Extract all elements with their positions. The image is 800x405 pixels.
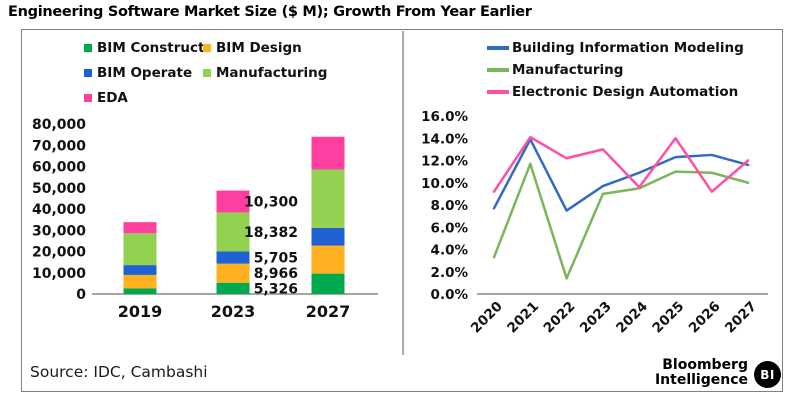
bar-segment-bim-operate [216, 251, 250, 264]
legend-label: Manufacturing [216, 65, 328, 81]
legend-item-bim-operate: BIM Operate [84, 65, 192, 81]
legend-swatch-icon [203, 69, 211, 77]
line-series-manufacturing [492, 162, 750, 280]
line-y-tick-label: 4.0% [431, 243, 469, 259]
bar-y-tick-label: 40,000 [32, 202, 86, 218]
line-y-tick-label: 10.0% [421, 176, 468, 192]
legend-swatch-icon [487, 90, 509, 94]
bar-segment-bim-operate [123, 265, 157, 275]
bar-segment-bim-construct [311, 273, 345, 294]
legend-swatch-icon [487, 46, 509, 50]
legend-item-bim-design: BIM Design [203, 40, 302, 56]
legend-swatch-icon [487, 68, 509, 72]
line-x-tick-label: 2022 [541, 299, 579, 337]
legend-label: BIM Operate [97, 65, 193, 81]
bar-segment-manufacturing [311, 169, 345, 228]
bar-y-tick-label: 50,000 [32, 181, 86, 197]
line-y-tick-label: 6.0% [431, 220, 469, 236]
bar-segment-eda [216, 190, 250, 213]
chart-title: Engineering Software Market Size ($ M); … [8, 4, 532, 20]
branding-text: Bloomberg Intelligence [655, 358, 748, 388]
line-x-tick-label: 2027 [722, 299, 760, 337]
line-series-building-information-modeling [492, 138, 750, 212]
line-x-tick-label: 2023 [577, 299, 615, 337]
bar-y-tick-label: 20,000 [32, 245, 86, 261]
legend-label: EDA [97, 90, 128, 106]
bar-segment-bim-design [123, 274, 157, 289]
panel-divider [402, 31, 404, 355]
line-series-electronic-design-automation [492, 135, 750, 193]
legend-item-manufacturing: Manufacturing [203, 65, 327, 81]
legend-item-bim-construct: BIM Construct [84, 40, 204, 56]
bar-y-tick-label: 60,000 [32, 160, 86, 176]
bar-segment-eda [311, 136, 345, 170]
line-y-tick-label: 2.0% [431, 265, 469, 281]
line-y-tick-label: 16.0% [421, 109, 468, 125]
chart-frame [21, 29, 783, 392]
bar-segment-bim-construct [216, 282, 250, 294]
bar-segment-manufacturing [216, 212, 250, 252]
legend-swatch-icon [203, 44, 211, 52]
legend-label: Manufacturing [512, 62, 624, 78]
bar-x-tick-label: 2027 [306, 302, 351, 321]
legend-item-building-information-modeling: Building Information Modeling [487, 40, 744, 56]
bar-segment-eda [123, 222, 157, 234]
bar-x-tick-label: 2019 [118, 302, 163, 321]
legend-label: BIM Design [216, 40, 302, 56]
bi-logo: BI [754, 361, 781, 388]
line-y-tick-label: 14.0% [421, 131, 468, 147]
bar-y-tick-label: 70,000 [32, 138, 86, 154]
bar-data-label: 18,382 [244, 225, 298, 241]
legend-swatch-icon [84, 69, 92, 77]
bar-data-label: 5,705 [254, 251, 298, 267]
line-x-tick-label: 2021 [504, 299, 542, 337]
bar-y-tick-label: 10,000 [32, 266, 86, 282]
bar-data-label: 8,966 [254, 266, 298, 282]
line-x-tick-label: 2025 [649, 299, 687, 337]
bar-segment-bim-design [216, 263, 250, 283]
line-x-tick-label: 2020 [468, 299, 506, 337]
bar-y-tick-label: 0 [76, 287, 86, 303]
bar-x-tick-label: 2023 [211, 302, 256, 321]
legend-item-electronic-design-automation: Electronic Design Automation [487, 84, 738, 100]
legend-label: Building Information Modeling [512, 40, 744, 56]
bar-y-tick-label: 30,000 [32, 223, 86, 239]
bar-segment-manufacturing [123, 233, 157, 266]
bar-segment-bim-design [311, 245, 345, 274]
branding-line2: Intelligence [654, 372, 748, 388]
bar-data-label: 5,326 [254, 281, 298, 297]
legend-item-manufacturing: Manufacturing [487, 62, 623, 78]
line-y-tick-label: 12.0% [421, 154, 468, 170]
legend-item-eda: EDA [84, 90, 128, 106]
legend-label: BIM Construct [97, 40, 205, 56]
legend-swatch-icon [84, 94, 92, 102]
source-note: Source: IDC, Cambashi [30, 363, 208, 381]
line-x-tick-label: 2024 [613, 299, 651, 337]
line-x-tick-label: 2026 [686, 299, 724, 337]
line-y-tick-label: 0.0% [431, 287, 469, 303]
legend-swatch-icon [84, 44, 92, 52]
legend-label: Electronic Design Automation [512, 84, 739, 100]
bar-data-label: 10,300 [244, 195, 298, 211]
bar-segment-bim-operate [311, 227, 345, 246]
line-y-tick-label: 8.0% [431, 198, 469, 214]
bi-logo-text: BI [760, 367, 775, 382]
branding-line1: Bloomberg [662, 357, 748, 373]
bar-y-tick-label: 80,000 [32, 117, 86, 133]
bar-segment-bim-construct [123, 288, 157, 294]
